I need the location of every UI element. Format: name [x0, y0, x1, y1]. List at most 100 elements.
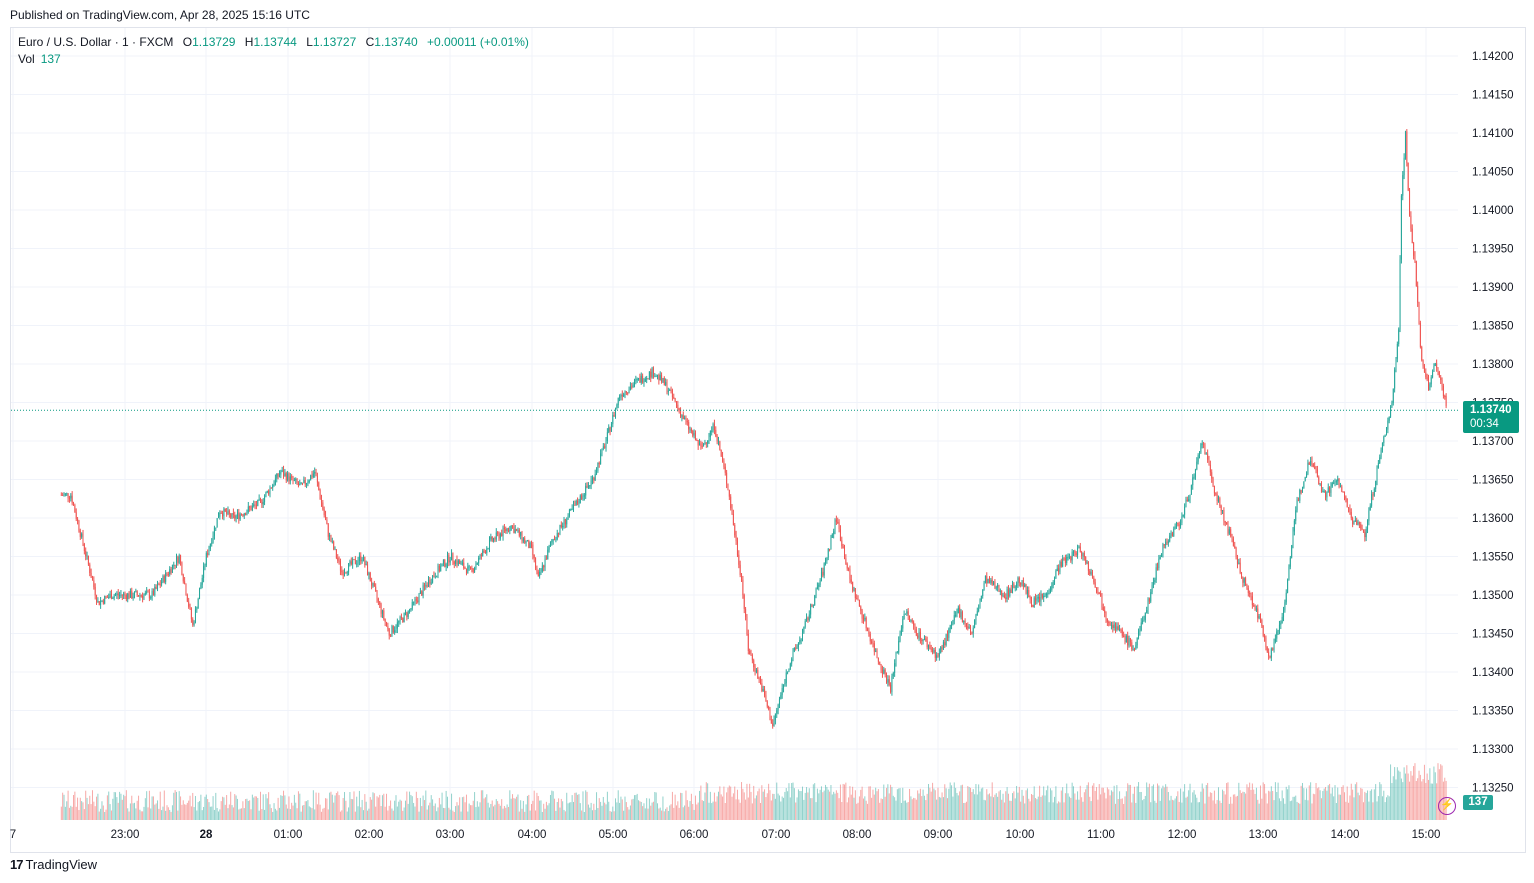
candle-body [865, 618, 867, 629]
volume-bar [1017, 792, 1019, 820]
candle-body [1368, 510, 1370, 522]
candle-body [292, 476, 294, 481]
volume-bar [1325, 787, 1327, 820]
volume-bar [1048, 802, 1050, 820]
volume-bar [413, 802, 415, 820]
volume-bar [766, 793, 768, 820]
volume-bar [602, 796, 604, 820]
tradingview-brand[interactable]: 17 TradingView [10, 857, 97, 872]
volume-bar [1316, 788, 1318, 820]
candle-body [867, 628, 869, 631]
candle-body [563, 519, 565, 526]
volume-bar [1231, 803, 1233, 820]
candle-body [1051, 585, 1053, 591]
candle-body [1287, 579, 1289, 593]
volume-bar [875, 787, 877, 820]
candle-body [613, 415, 615, 417]
volume-bar [326, 798, 328, 820]
volume-bar [1360, 787, 1362, 820]
volume-bar [883, 784, 885, 820]
candle-body [1300, 490, 1302, 493]
candle-body [745, 608, 747, 617]
candle-body [1333, 482, 1335, 484]
volume-bar [1277, 782, 1279, 820]
candle-body [133, 591, 135, 597]
volume-bar [1036, 799, 1038, 820]
volume-bar [849, 786, 851, 820]
volume-bar [1073, 786, 1074, 820]
volume-bar [640, 801, 642, 820]
volume-label[interactable]: Vol [18, 52, 35, 66]
volume-bar [735, 799, 737, 820]
volume-bar [1022, 795, 1024, 820]
candle-body [615, 408, 617, 416]
price-tick-label: 1.13950 [1472, 244, 1514, 256]
candle-body [877, 657, 879, 662]
candle-body [1417, 285, 1419, 303]
volume-bar [635, 795, 637, 820]
volume-bar [391, 808, 393, 820]
candle-body [726, 472, 728, 484]
volume-bar [873, 794, 875, 820]
candle-body [953, 615, 955, 621]
candle-body [1251, 596, 1253, 606]
candle-body [605, 440, 607, 448]
candle-body [1403, 157, 1405, 176]
volume-bar [146, 791, 148, 820]
candle-body [825, 560, 827, 564]
lightning-bolt-icon[interactable]: ⚡ [1438, 797, 1456, 815]
volume-bar [1081, 797, 1083, 820]
candle-body [261, 499, 263, 505]
volume-bar [970, 787, 972, 820]
candle-body [442, 559, 444, 564]
volume-bar [105, 809, 107, 820]
candle-body [890, 684, 892, 692]
volume-bar [906, 802, 908, 820]
candle-body [972, 627, 974, 634]
candle-body [461, 562, 463, 564]
candle-body [98, 601, 100, 605]
volume-bar [810, 798, 812, 820]
candle-body [1414, 255, 1416, 262]
candle-body [1326, 492, 1328, 498]
symbol-title[interactable]: Euro / U.S. Dollar · 1 · FXCM [18, 35, 174, 49]
last-price-label: 1.13740 00:34 [1463, 401, 1519, 433]
volume-bar [1054, 796, 1056, 820]
volume-bar [307, 800, 309, 820]
volume-bar [193, 807, 195, 820]
volume-bar [1274, 782, 1276, 820]
volume-bar [1303, 788, 1305, 820]
candle-body [71, 495, 73, 504]
open-label: O [182, 35, 193, 49]
candle-body [217, 516, 219, 519]
candle-body [1132, 649, 1134, 651]
candle-body [1413, 243, 1415, 256]
volume-bar [751, 803, 753, 820]
volume-bar [82, 802, 84, 820]
volume-bar [269, 804, 271, 820]
candle-body [407, 610, 409, 617]
candle-body [697, 440, 699, 446]
volume-bar [1295, 795, 1297, 820]
chart-panel[interactable] [10, 27, 1526, 853]
candle-body [68, 497, 70, 499]
volume-bar [170, 811, 172, 820]
candle-body [445, 563, 447, 567]
volume-bar [759, 802, 761, 820]
candle-body [826, 557, 828, 561]
candle-body [514, 529, 516, 533]
volume-bar [993, 797, 995, 820]
candle-body [778, 699, 780, 705]
volume-bar [734, 786, 736, 820]
candle-body [222, 513, 224, 517]
candle-body [774, 713, 776, 720]
time-tick-label: 05:00 [599, 829, 628, 841]
volume-bar [507, 806, 509, 820]
candle-body [1253, 605, 1255, 607]
candle-body [117, 593, 119, 596]
volume-bar [205, 794, 207, 820]
volume-bar [541, 811, 543, 820]
candle-body [1036, 598, 1038, 601]
candle-body [784, 683, 786, 685]
